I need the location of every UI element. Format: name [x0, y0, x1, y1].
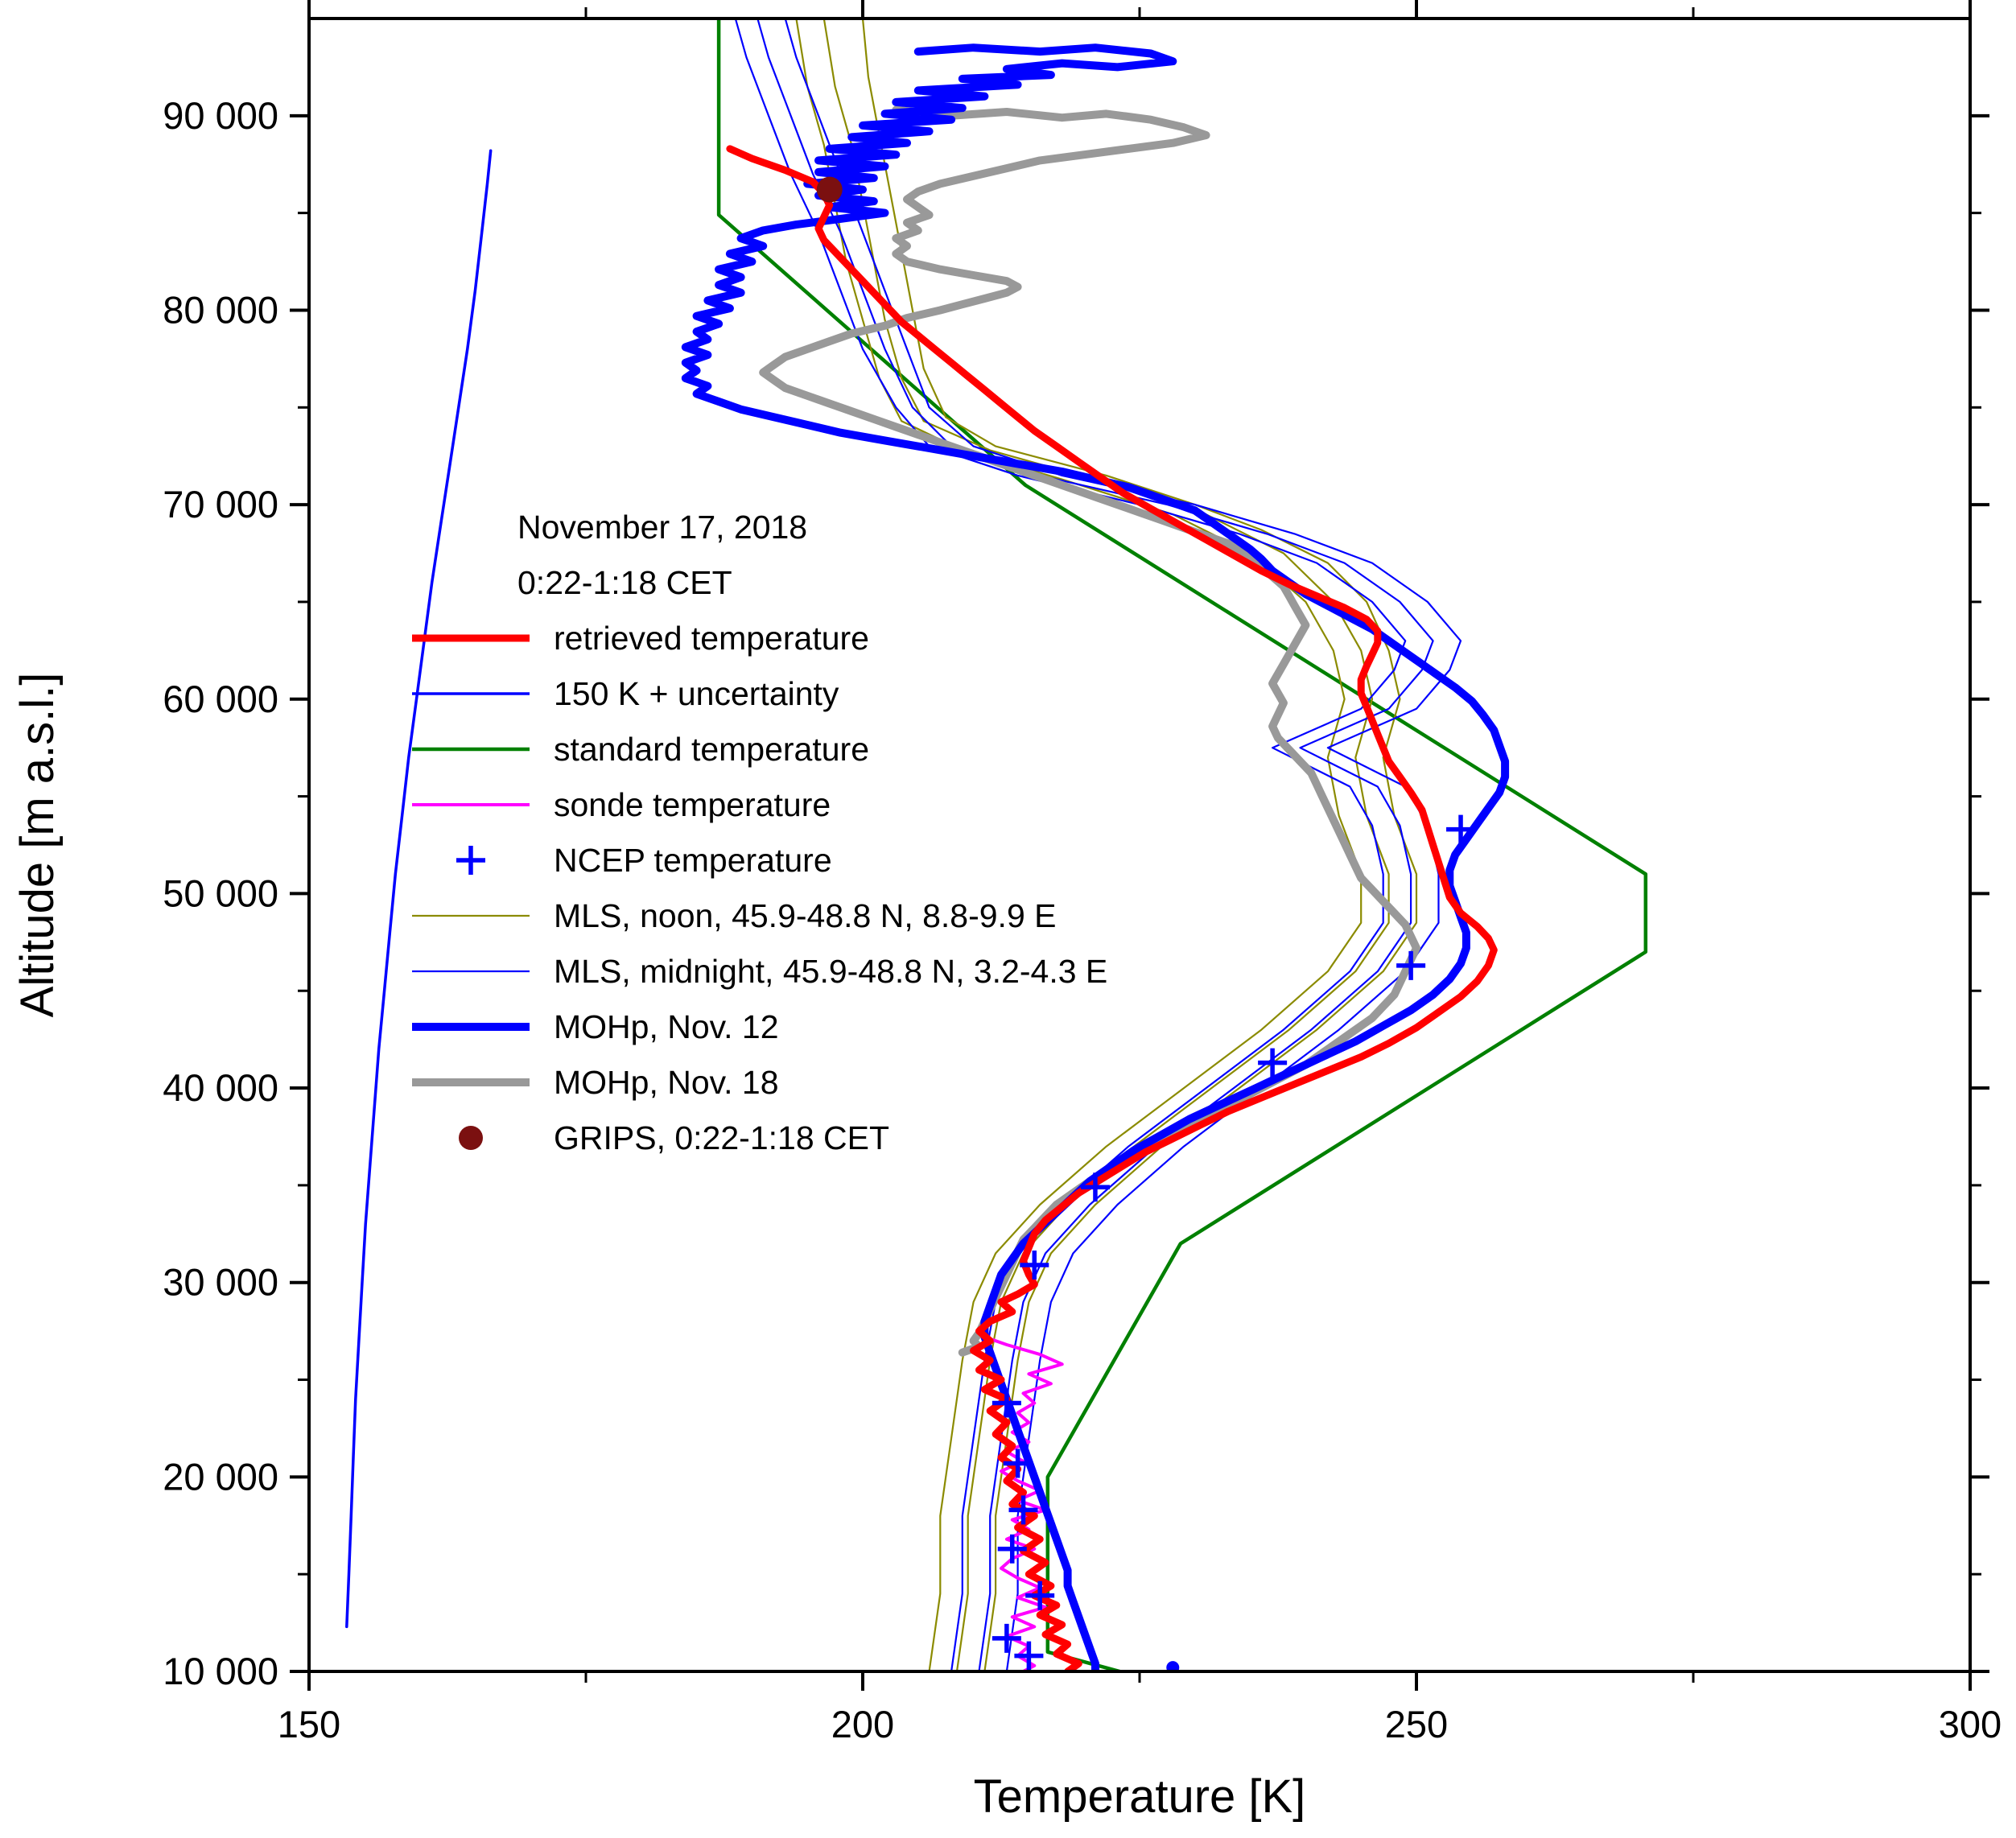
marker-ncep [1258, 1048, 1288, 1078]
marker-ncep [1008, 1495, 1038, 1525]
y-tick-label: 90 000 [163, 94, 278, 137]
marker-ncep [992, 1388, 1021, 1418]
legend-swatch-cross [456, 846, 485, 875]
legend-label: MLS, noon, 45.9-48.8 N, 8.8-9.9 E [554, 897, 1057, 934]
y-tick-label: 20 000 [163, 1455, 278, 1498]
legend-label: 0:22-1:18 CET [517, 564, 732, 601]
series-layer [345, 19, 1648, 1671]
marker-ncep [1396, 950, 1426, 980]
series-mls-noon-1 [795, 19, 1363, 1671]
legend-label: November 17, 2018 [517, 509, 807, 546]
x-tick-label: 150 [278, 1703, 340, 1745]
series-mls-noon-2 [822, 19, 1390, 1671]
series-standard [716, 19, 1648, 1671]
x-tick-label: 200 [831, 1703, 894, 1745]
y-tick-label: 80 000 [163, 288, 278, 331]
series-sonde [983, 1335, 1064, 1671]
marker-ncep [1014, 1641, 1044, 1671]
legend-label: MOHp, Nov. 12 [554, 1008, 779, 1045]
y-tick-label: 60 000 [163, 678, 278, 720]
marker-ncep [1025, 1580, 1055, 1610]
legend-layer: November 17, 2018 0:22-1:18 CET retrieved … [412, 509, 1107, 1156]
x-axis-title: Temperature [K] [974, 1770, 1306, 1823]
legend-label: GRIPS, 0:22-1:18 CET [554, 1119, 889, 1156]
y-tick-label: 50 000 [163, 872, 278, 914]
marker-ncep [1446, 814, 1476, 844]
marker-ncep [1020, 1250, 1049, 1280]
marker-ncep [1003, 1449, 1033, 1478]
y-axis-title: Altitude [m a.s.l.] [11, 673, 64, 1018]
y-tick-label: 40 000 [163, 1066, 278, 1109]
legend-label: standard temperature [554, 731, 869, 768]
legend-label: MLS, midnight, 45.9-48.8 N, 3.2-4.3 E [554, 953, 1107, 990]
legend-swatch-dot [459, 1126, 483, 1150]
series-uncertainty [345, 149, 493, 1629]
y-tick-label: 10 000 [163, 1650, 278, 1692]
y-tick-label: 30 000 [163, 1261, 278, 1304]
marker-ncep [997, 1534, 1027, 1564]
legend-label: 150 K + uncertainty [554, 675, 839, 712]
axes-layer: 150 200 250 300 10 000 20 000 30 000 40 000 50 0… [163, 0, 2002, 1745]
x-tick-label: 300 [1939, 1703, 2002, 1745]
series-mls-midnight-1 [734, 19, 1407, 1671]
x-tick-label: 250 [1385, 1703, 1448, 1745]
marker-ncep [992, 1623, 1021, 1653]
series-retrieved [726, 145, 1498, 1671]
marker-grips [816, 176, 843, 203]
series-mls-midnight-3 [784, 19, 1462, 1671]
legend-label: NCEP temperature [554, 842, 832, 879]
legend-label: retrieved temperature [554, 620, 869, 657]
legend-label: MOHp, Nov. 18 [554, 1064, 779, 1101]
series-mls-midnight-2 [757, 19, 1434, 1671]
y-tick-label: 70 000 [163, 483, 278, 525]
marker-ncep [1080, 1172, 1110, 1202]
legend-label: sonde temperature [554, 786, 831, 823]
series-mohp-nov12 [681, 43, 1510, 1671]
marker-mohp-endpoint-dot [1166, 1661, 1180, 1671]
